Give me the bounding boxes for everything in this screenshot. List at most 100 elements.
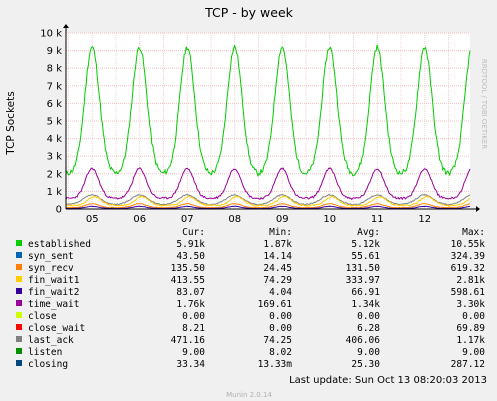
y-tick-label: 6 k	[47, 99, 63, 110]
legend-value: 74.25	[263, 335, 292, 346]
legend-value: 9.00	[357, 347, 380, 358]
legend-value: 333.97	[346, 275, 380, 286]
y-axis-arrow	[63, 24, 69, 28]
legend-value: 24.45	[263, 263, 292, 274]
legend-series-name: syn_recv	[28, 263, 74, 274]
legend-series-name: syn_sent	[28, 251, 74, 262]
y-tick-label: 10 k	[40, 29, 62, 40]
rrdtool-credit: RRDTOOL / TOBI OETIKER	[480, 59, 488, 149]
y-tick-label: 3 k	[47, 152, 63, 163]
x-tick-label: 10	[323, 214, 336, 225]
series-line-last-ack	[66, 193, 470, 206]
legend-value: 55.61	[351, 251, 380, 262]
legend-value: 13.33m	[258, 359, 293, 370]
legend-value: 0.00	[269, 323, 292, 334]
legend-value: 25.30	[351, 359, 380, 370]
legend-column-header: Avg:	[357, 227, 380, 238]
legend-value: 135.50	[171, 263, 206, 274]
legend-value: 169.61	[258, 299, 293, 310]
x-axis-arrow	[476, 206, 480, 212]
legend-value: 4.04	[269, 287, 292, 298]
legend-series-name: listen	[28, 347, 62, 358]
legend-swatch-syn-sent	[16, 252, 22, 258]
legend-value: 6.28	[357, 323, 380, 334]
legend-value: 3.30k	[456, 299, 485, 310]
series-line-time-wait	[65, 167, 471, 201]
y-tick-label: 5 k	[47, 117, 63, 128]
y-tick-labels: 0 1 k 2 k 3 k 4 k 5 k 6 k 7 k 8 k 9 k 10 k	[40, 29, 62, 216]
x-tick-label: 06	[133, 214, 146, 225]
legend-value: 1.34k	[351, 299, 380, 310]
legend-value: 69.89	[456, 323, 485, 334]
legend-value: 74.29	[263, 275, 292, 286]
legend-value: 10.55k	[451, 239, 486, 250]
legend-value: 131.50	[346, 263, 381, 274]
legend-value: 33.34	[176, 359, 205, 370]
legend-value: 0.00	[269, 311, 292, 322]
x-tick-label: 12	[418, 214, 431, 225]
legend-series-name: close	[28, 311, 57, 322]
legend-swatch-syn-recv	[16, 264, 22, 270]
legend-column-header: Max:	[462, 227, 485, 238]
legend-value: 66.91	[351, 287, 380, 298]
legend-value: 324.39	[451, 251, 486, 262]
legend-column-header: Min:	[269, 227, 292, 238]
legend-value: 598.61	[451, 287, 486, 298]
legend-value: 471.16	[171, 335, 206, 346]
last-update: Last update: Sun Oct 13 08:20:03 2013	[289, 375, 487, 386]
legend-value: 0.00	[462, 311, 485, 322]
legend-value: 83.07	[176, 287, 205, 298]
series-line-fin-wait2	[66, 205, 471, 210]
x-tick-label: 05	[86, 214, 99, 225]
x-tick-label: 08	[228, 214, 241, 225]
y-tick-label: 7 k	[47, 81, 63, 92]
munin-version: Munin 2.0.14	[226, 391, 272, 399]
legend-swatch-last-ack	[16, 336, 22, 342]
legend-value: 43.50	[176, 251, 205, 262]
legend-swatch-listen	[16, 348, 22, 354]
legend-value: 0.00	[357, 311, 380, 322]
x-tick-label: 11	[371, 214, 384, 225]
series-line-syn-recv	[65, 202, 471, 209]
legend-series-name: close_wait	[28, 323, 85, 334]
legend-value: 1.87k	[263, 239, 292, 250]
legend-swatch-close	[16, 312, 22, 318]
x-tick-labels: 05 06 07 08 09 10 11 12	[86, 214, 431, 225]
legend-value: 413.55	[171, 275, 205, 286]
x-tick-label: 07	[181, 214, 194, 225]
legend-series-name: established	[28, 239, 91, 250]
legend-value: 8.21	[182, 323, 205, 334]
axes	[63, 24, 480, 212]
x-tick-label: 09	[276, 214, 289, 225]
y-tick-label: 4 k	[47, 134, 63, 145]
legend-value: 8.02	[269, 347, 292, 358]
legend-series-name: fin_wait1	[28, 275, 80, 286]
legend-value: 9.00	[182, 347, 205, 358]
legend-value: 5.12k	[351, 239, 380, 250]
grid	[66, 32, 470, 209]
legend-value: 619.32	[451, 263, 485, 274]
legend-value: 5.91k	[176, 239, 205, 250]
legend-series-name: fin_wait2	[28, 287, 79, 298]
legend-series-name: time_wait	[28, 299, 79, 310]
legend-swatch-fin-wait2	[16, 288, 22, 294]
y-tick-label: 0	[56, 205, 62, 216]
y-axis-label: TCP Sockets	[5, 91, 17, 155]
series-line-established	[65, 44, 471, 178]
legend-value: 0.00	[182, 311, 205, 322]
legend-value: 9.00	[462, 347, 485, 358]
legend-series-name: last_ack	[28, 335, 74, 346]
chart-title: TCP - by week	[204, 5, 294, 20]
y-tick-label: 1 k	[47, 187, 63, 198]
legend-series-name: closing	[28, 359, 68, 370]
legend-column-header: Cur:	[182, 227, 205, 238]
legend-value: 14.14	[263, 251, 292, 262]
legend: Cur: Min: Avg: Max: established 5.91k 1.87k 5.1…	[16, 227, 485, 370]
legend-swatch-fin-wait1	[16, 276, 22, 282]
series-line-fin-wait1	[65, 195, 471, 207]
y-tick-label: 9 k	[47, 46, 63, 57]
legend-value: 1.17k	[456, 335, 485, 346]
y-tick-label: 2 k	[47, 169, 63, 180]
legend-value: 1.76k	[176, 299, 205, 310]
legend-value: 406.06	[346, 335, 381, 346]
